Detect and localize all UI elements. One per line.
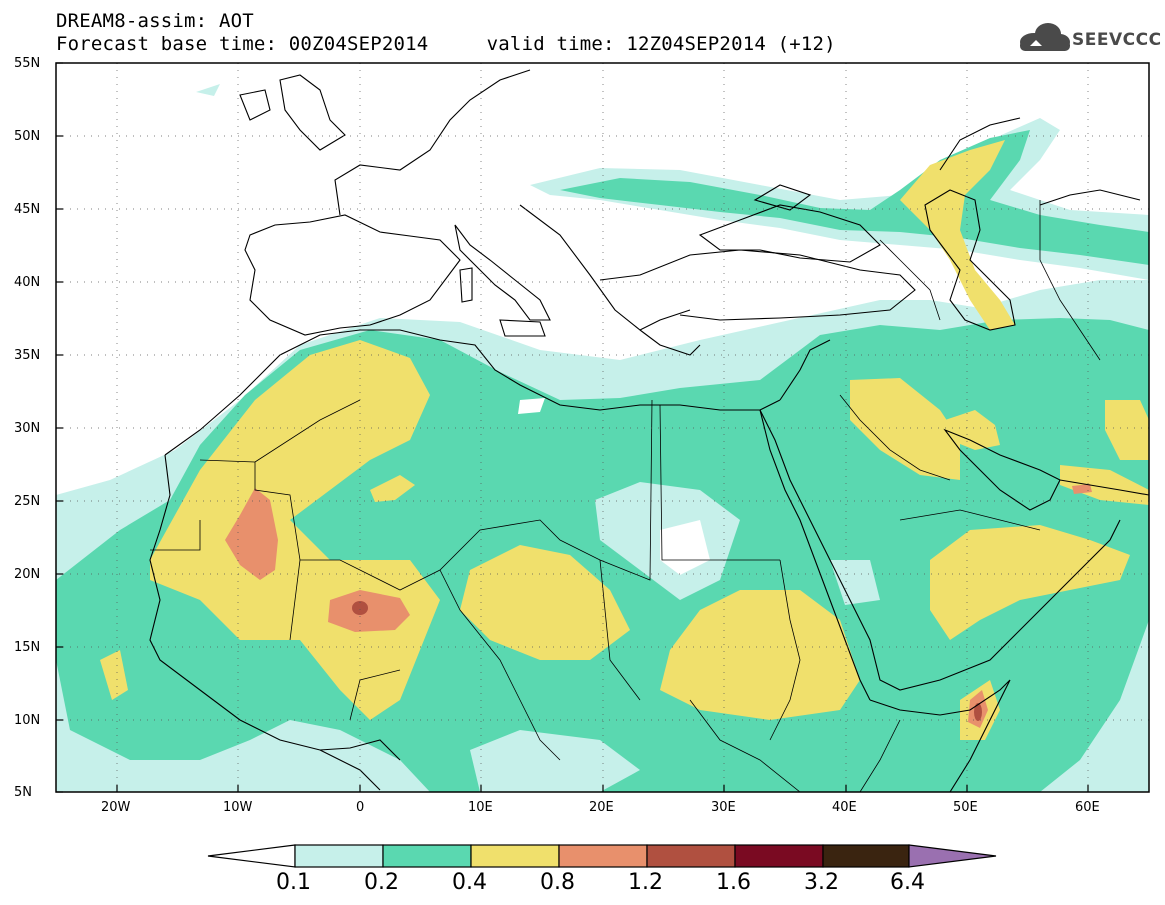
colorbar-label: 0.4 <box>452 870 487 895</box>
colorbar-swatch-4 <box>646 844 736 868</box>
colorbar-swatch-3 <box>558 844 648 868</box>
aot-band-1-2 <box>352 601 982 721</box>
lon-label: 30E <box>711 800 736 815</box>
aot-band-0-8 <box>225 484 1092 728</box>
cloud-icon <box>1020 23 1070 51</box>
lat-label: 55N <box>14 56 41 71</box>
forecast-base-time: Forecast base time: 00Z04SEP2014 <box>56 33 429 55</box>
lat-label: 10N <box>14 713 41 728</box>
logo-text: SEEVCCC <box>1072 30 1162 50</box>
lon-label: 10E <box>468 800 493 815</box>
colorbar-swatch-2 <box>470 844 560 868</box>
lon-label: 0 <box>356 800 365 815</box>
colorbar-swatch-1 <box>382 844 472 868</box>
lon-label: 60E <box>1075 800 1100 815</box>
colorbar-label: 0.2 <box>364 870 399 895</box>
colorbar-label: 3.2 <box>804 870 839 895</box>
colorbar-label: 0.8 <box>540 870 575 895</box>
colorbar-label: 1.2 <box>628 870 663 895</box>
lat-label: 20N <box>14 567 41 582</box>
aot-field <box>56 63 1149 792</box>
colorbar-upper-arrow <box>908 844 997 868</box>
coastlines <box>149 69 1149 792</box>
colorbar-label: 0.1 <box>276 870 311 895</box>
lon-label: 40E <box>832 800 857 815</box>
axis-ticks <box>56 62 1089 793</box>
lat-label: 40N <box>14 275 41 290</box>
colorbar-swatch-5 <box>734 844 824 868</box>
lat-label: 15N <box>14 640 41 655</box>
colorbar <box>207 844 997 868</box>
lat-label: 25N <box>14 494 41 509</box>
lon-label: 20E <box>589 800 614 815</box>
map-title: DREAM8-assim: AOT <box>56 10 254 32</box>
country-borders <box>150 200 1101 792</box>
lat-label: 35N <box>14 348 41 363</box>
valid-time: valid time: 12Z04SEP2014 (+12) <box>486 33 836 55</box>
lat-label: 50N <box>14 129 41 144</box>
colorbar-lower-arrow <box>207 844 296 868</box>
lon-label: 20W <box>101 800 131 815</box>
graticule <box>56 63 1149 792</box>
lat-label: 30N <box>14 421 41 436</box>
lon-label: 10W <box>223 800 253 815</box>
colorbar-swatch-0 <box>294 844 384 868</box>
lat-label: 5N <box>14 785 32 800</box>
colorbar-label: 1.6 <box>716 870 751 895</box>
colorbar-label: 6.4 <box>890 870 925 895</box>
lat-label: 45N <box>14 202 41 217</box>
aot-clear <box>518 398 710 575</box>
lon-label: 50E <box>953 800 978 815</box>
colorbar-swatch-6 <box>822 844 910 868</box>
time-info: Forecast base time: 00Z04SEP2014 valid t… <box>56 33 836 55</box>
